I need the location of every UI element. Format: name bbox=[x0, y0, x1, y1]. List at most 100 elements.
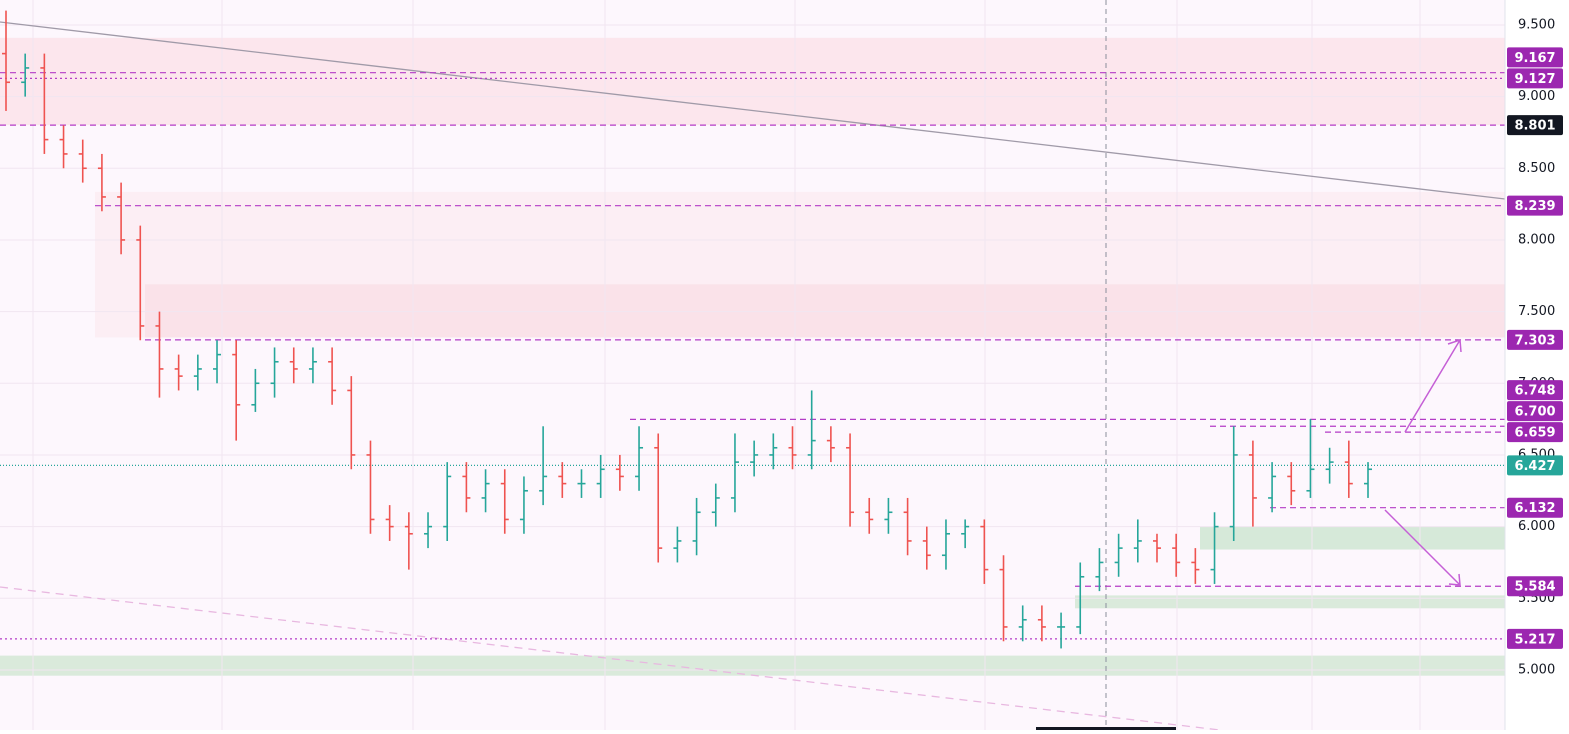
level-label: 6.427 bbox=[1514, 459, 1555, 474]
level-badge bbox=[1507, 401, 1563, 422]
ohlc-bar bbox=[481, 469, 490, 513]
ohlc-bar bbox=[1364, 462, 1372, 498]
ohlc-bar bbox=[385, 505, 394, 541]
ohlc-bar bbox=[404, 512, 413, 570]
level-label: 6.748 bbox=[1514, 384, 1555, 399]
ohlc-bar bbox=[673, 526, 682, 563]
price-axis bbox=[1505, 0, 1569, 730]
level-badge bbox=[1507, 195, 1563, 216]
ohlc-bar bbox=[59, 125, 68, 169]
y-tick-label: 8.000 bbox=[1518, 232, 1555, 247]
ohlc-bar bbox=[1306, 419, 1315, 498]
ohlc-bar bbox=[270, 347, 279, 398]
ohlc-bar bbox=[1210, 512, 1219, 584]
level-badge bbox=[1507, 455, 1563, 476]
ohlc-bar bbox=[615, 454, 624, 491]
level-label: 9.127 bbox=[1514, 72, 1555, 87]
ohlc-bar bbox=[865, 497, 874, 534]
ohlc-bar bbox=[424, 512, 433, 549]
ohlc-bar bbox=[846, 433, 855, 527]
ohlc-bar bbox=[1248, 440, 1257, 527]
ohlc-bar bbox=[692, 497, 701, 556]
ohlc-bar bbox=[308, 347, 317, 384]
ohlc-bar bbox=[596, 454, 605, 498]
level-badge bbox=[1507, 47, 1563, 68]
ohlc-bar bbox=[117, 182, 126, 255]
level-label: 6.700 bbox=[1514, 405, 1555, 420]
ohlc-bar bbox=[922, 526, 931, 570]
level-badge bbox=[1507, 380, 1563, 401]
ohlc-bar bbox=[826, 426, 835, 463]
ohlc-bar bbox=[174, 354, 183, 391]
level-badge bbox=[1507, 422, 1563, 443]
time-marker bbox=[1036, 727, 1176, 730]
level-badge bbox=[1507, 68, 1563, 89]
ohlc-bar bbox=[980, 519, 989, 584]
level-label: 9.167 bbox=[1514, 51, 1555, 66]
ohlc-bar bbox=[366, 440, 375, 534]
zone bbox=[1075, 595, 1505, 609]
ohlc-bar bbox=[462, 462, 471, 513]
ohlc-bar bbox=[730, 433, 739, 513]
zone bbox=[0, 37, 1505, 126]
level-badge bbox=[1507, 329, 1563, 350]
ohlc-bar bbox=[807, 390, 816, 470]
ohlc-bar bbox=[788, 426, 797, 470]
ohlc-bar bbox=[289, 347, 298, 384]
level-label: 8.239 bbox=[1514, 199, 1555, 214]
ohlc-bar bbox=[1114, 533, 1123, 577]
level-badge bbox=[1507, 497, 1563, 518]
ohlc-bar bbox=[347, 376, 356, 470]
arrow-down bbox=[1384, 509, 1461, 586]
ohlc-bar bbox=[1018, 605, 1027, 642]
ohlc-bar bbox=[519, 476, 528, 534]
ohlc-bar bbox=[78, 139, 87, 183]
ohlc-bar bbox=[1037, 605, 1046, 642]
zone bbox=[1200, 526, 1505, 550]
ohlc-bar bbox=[1268, 462, 1277, 513]
ohlc-bar bbox=[1152, 533, 1161, 563]
level-label: 6.132 bbox=[1514, 501, 1555, 516]
ohlc-bar bbox=[1076, 562, 1085, 635]
ohlc-bar bbox=[711, 483, 720, 527]
level-label: 5.217 bbox=[1514, 632, 1555, 647]
ohlc-bar bbox=[1325, 447, 1334, 484]
level-badge bbox=[1507, 628, 1563, 649]
level-label: 8.801 bbox=[1514, 119, 1555, 134]
zone bbox=[0, 655, 1505, 676]
ohlc-bar bbox=[232, 340, 241, 441]
ohlc-bar bbox=[635, 426, 644, 491]
zone bbox=[145, 284, 1505, 338]
y-tick-label: 8.500 bbox=[1518, 161, 1555, 176]
ohlc-bar bbox=[1172, 533, 1181, 577]
ohlc-bar bbox=[2, 10, 10, 111]
ohlc-bar bbox=[1133, 519, 1142, 563]
ohlc-bar bbox=[443, 462, 452, 541]
ohlc-bar bbox=[654, 433, 663, 563]
ohlc-bar bbox=[97, 153, 106, 212]
ohlc-bar bbox=[193, 354, 202, 391]
ohlc-bar bbox=[750, 440, 759, 477]
ohlc-bar bbox=[961, 519, 970, 549]
projection-arrows bbox=[1384, 338, 1462, 586]
ohlc-bar bbox=[500, 469, 509, 534]
ohlc-bar bbox=[136, 225, 145, 341]
level-label: 5.584 bbox=[1514, 580, 1555, 595]
ohlc-bar bbox=[769, 433, 778, 470]
ohlc-bar bbox=[155, 311, 164, 398]
trend-line-dashed bbox=[0, 586, 1221, 731]
ohlc-bar bbox=[1095, 548, 1104, 592]
ohlc-bar bbox=[1344, 440, 1353, 498]
y-tick-label: 7.500 bbox=[1518, 304, 1555, 319]
y-tick-label: 9.500 bbox=[1518, 17, 1555, 32]
level-label: 6.659 bbox=[1514, 426, 1555, 441]
ohlc-bar bbox=[40, 53, 49, 154]
arrow-up bbox=[1404, 338, 1462, 433]
ohlc-bar bbox=[213, 340, 222, 384]
trend-line bbox=[0, 21, 1506, 200]
ohlc-bar bbox=[251, 368, 260, 412]
ohlc-bar bbox=[1191, 548, 1200, 584]
ohlc-bar bbox=[1287, 462, 1296, 506]
level-badge bbox=[1507, 576, 1563, 597]
